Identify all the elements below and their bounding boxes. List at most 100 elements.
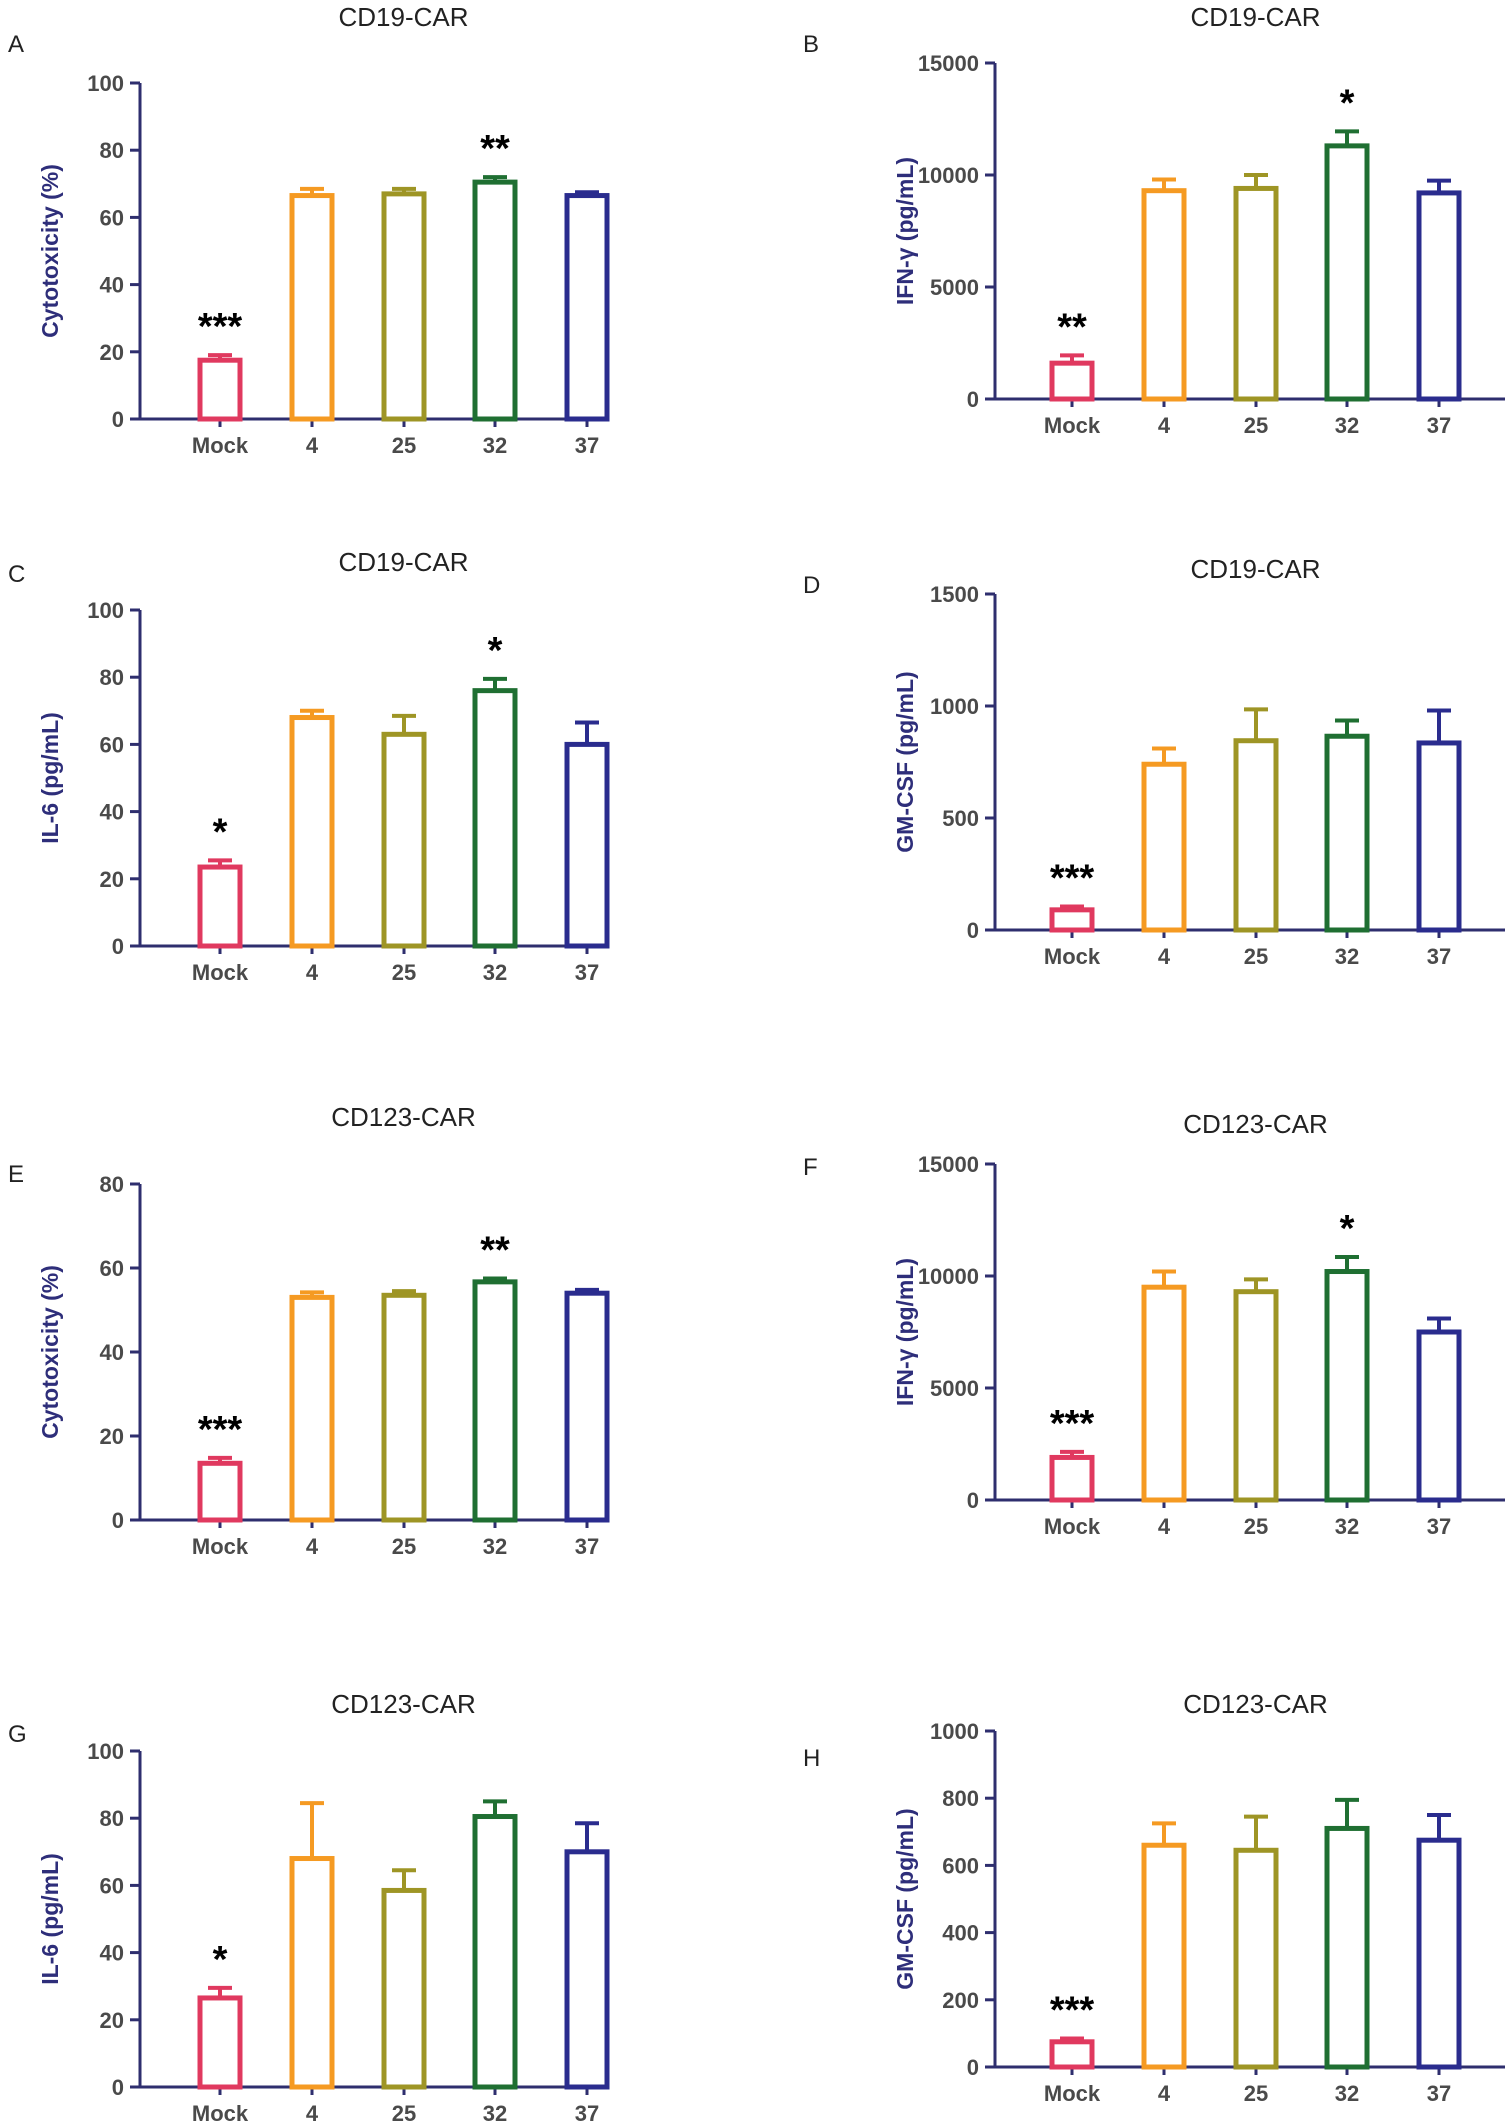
- panel-letter: C: [8, 561, 25, 588]
- x-tick-label: 4: [1158, 2081, 1171, 2106]
- y-tick-label: 15000: [918, 51, 979, 76]
- x-tick-label: 4: [306, 1534, 319, 1559]
- x-tick-label: 37: [1427, 944, 1451, 969]
- y-tick-label: 400: [942, 1921, 979, 1946]
- y-tick-label: 10000: [918, 163, 979, 188]
- y-tick-label: 60: [100, 1873, 124, 1898]
- bar-4: [289, 715, 335, 949]
- x-tick-label: 4: [1158, 944, 1171, 969]
- y-tick-label: 800: [942, 1786, 979, 1811]
- bar-37: [1416, 190, 1462, 402]
- panel-letter: H: [803, 1745, 820, 1772]
- y-tick-label: 100: [87, 71, 124, 96]
- bar-Mock: [197, 1460, 243, 1523]
- significance-marker: *: [1340, 82, 1355, 124]
- x-tick-label: 25: [1244, 413, 1268, 438]
- bar-25: [1233, 1289, 1279, 1503]
- y-tick-label: 60: [100, 205, 124, 230]
- y-tick-label: 60: [100, 1256, 124, 1281]
- y-tick-label: 20: [100, 867, 124, 892]
- significance-marker: **: [480, 1230, 510, 1272]
- chart-title: CD19-CAR: [338, 2, 468, 32]
- x-tick-label: 37: [575, 960, 599, 985]
- x-tick-label: 32: [483, 433, 507, 458]
- bar-32: [1324, 1825, 1370, 2070]
- y-tick-label: 40: [100, 1941, 124, 1966]
- significance-marker: *: [213, 1939, 228, 1981]
- y-tick-label: 0: [112, 1508, 124, 1533]
- y-tick-label: 40: [100, 800, 124, 825]
- panel-letter: B: [803, 31, 819, 58]
- bar-32: [1324, 1269, 1370, 1503]
- x-tick-label: 25: [392, 1534, 416, 1559]
- bar-25: [1233, 1847, 1279, 2070]
- bar-4: [1141, 1284, 1187, 1503]
- y-tick-label: 80: [100, 138, 124, 163]
- bar-32: [472, 1279, 518, 1523]
- y-axis-label: IFN-γ (pg/mL): [892, 157, 918, 305]
- x-tick-label: 4: [1158, 413, 1171, 438]
- x-tick-label: 25: [392, 2101, 416, 2126]
- chart-panel-D: D CD19-CAR GM-CSF (pg/mL) 0 500 1000 1500 Mock *…: [803, 554, 1505, 969]
- y-tick-label: 0: [967, 387, 979, 412]
- significance-marker: **: [480, 128, 510, 170]
- significance-marker: ***: [1050, 1989, 1095, 2031]
- bar-4: [1141, 1842, 1187, 2070]
- x-tick-label: 25: [1244, 2081, 1268, 2106]
- x-tick-label: 25: [392, 433, 416, 458]
- x-tick-label: 25: [392, 960, 416, 985]
- y-tick-label: 0: [112, 407, 124, 432]
- chart-panel-E: E CD123-CAR Cytotoxicity (%) 0 20 40 60 80 Mock *…: [8, 1102, 610, 1559]
- x-tick-label: 4: [306, 960, 319, 985]
- chart-title: CD19-CAR: [1190, 554, 1320, 584]
- x-tick-label: 32: [483, 1534, 507, 1559]
- bar-4: [289, 1856, 335, 2090]
- bar-25: [1233, 738, 1279, 933]
- y-tick-label: 60: [100, 732, 124, 757]
- significance-marker: ***: [1050, 1403, 1095, 1445]
- bar-32: [1324, 733, 1370, 933]
- x-tick-label: Mock: [192, 1534, 249, 1559]
- y-axis-label: IL-6 (pg/mL): [37, 712, 63, 844]
- y-tick-label: 0: [967, 918, 979, 943]
- x-tick-label: Mock: [192, 2101, 249, 2126]
- chart-panel-A: A CD19-CAR Cytotoxicity (%) 0 20 40 60 80 100 Moc…: [8, 2, 610, 458]
- x-tick-label: 4: [306, 433, 319, 458]
- bar-25: [381, 1887, 427, 2090]
- bar-25: [1233, 185, 1279, 402]
- bar-37: [564, 741, 610, 949]
- bar-Mock: [1049, 360, 1095, 402]
- y-tick-label: 100: [87, 598, 124, 623]
- y-tick-label: 500: [942, 806, 979, 831]
- y-axis-label: IFN-γ (pg/mL): [892, 1258, 918, 1406]
- x-tick-label: 25: [1244, 944, 1268, 969]
- bar-37: [1416, 1329, 1462, 1503]
- bar-Mock: [197, 357, 243, 422]
- bar-4: [1141, 188, 1187, 402]
- bar-32: [472, 688, 518, 949]
- x-tick-label: 32: [1335, 413, 1359, 438]
- x-tick-label: 37: [575, 433, 599, 458]
- y-tick-label: 100: [87, 1739, 124, 1764]
- y-tick-label: 20: [100, 2008, 124, 2033]
- chart-title: CD19-CAR: [1190, 2, 1320, 32]
- bar-4: [289, 193, 335, 422]
- y-axis-label: Cytotoxicity (%): [37, 164, 63, 338]
- x-tick-label: Mock: [192, 433, 249, 458]
- chart-panel-F: F CD123-CAR IFN-γ (pg/mL) 0 5000 10000 15000 Mo…: [803, 1109, 1505, 1539]
- y-tick-label: 0: [967, 1488, 979, 1513]
- panel-letter: D: [803, 572, 820, 599]
- x-tick-label: 37: [1427, 413, 1451, 438]
- y-tick-label: 0: [967, 2055, 979, 2080]
- bar-Mock: [1049, 907, 1095, 933]
- bar-25: [381, 191, 427, 422]
- y-tick-label: 15000: [918, 1152, 979, 1177]
- y-tick-label: 20: [100, 340, 124, 365]
- x-tick-label: 32: [1335, 944, 1359, 969]
- panel-letter: F: [803, 1154, 818, 1181]
- y-tick-label: 80: [100, 1172, 124, 1197]
- x-tick-label: 32: [1335, 2081, 1359, 2106]
- bar-32: [1324, 143, 1370, 402]
- significance-marker: *: [213, 811, 228, 853]
